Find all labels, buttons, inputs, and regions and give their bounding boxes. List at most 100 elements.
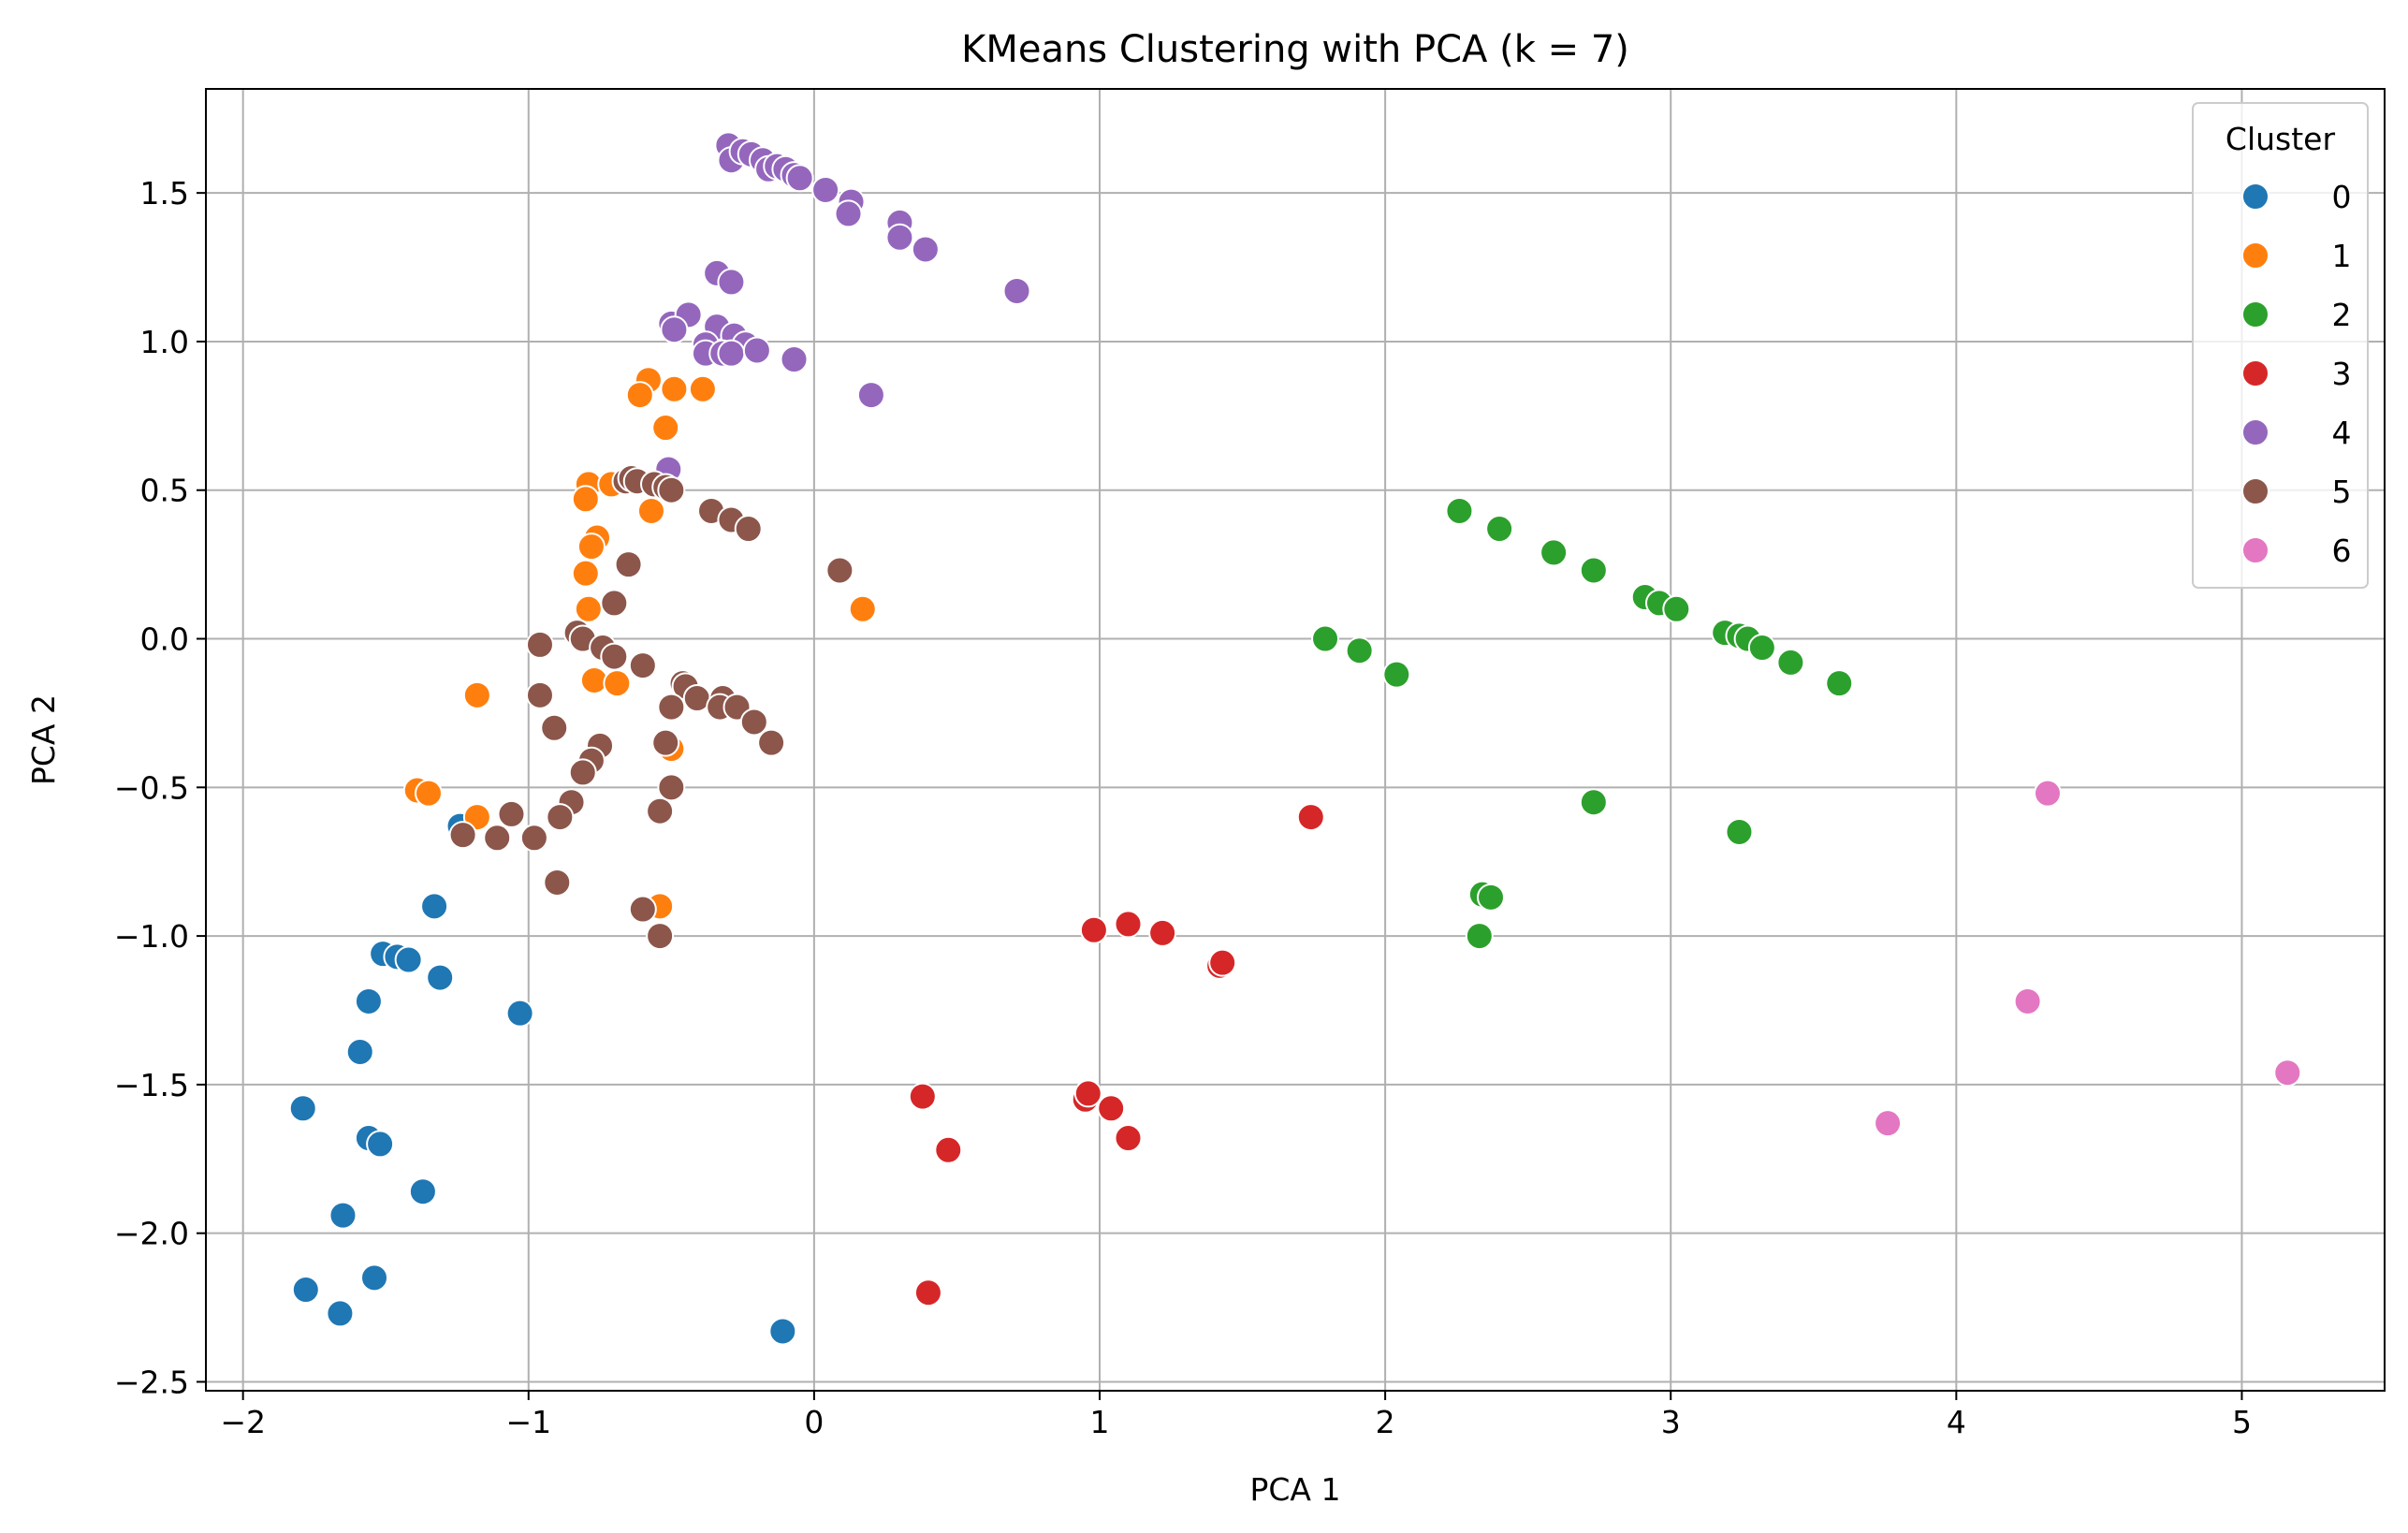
chart-title: KMeans Clustering with PCA (k = 7) [961, 28, 1629, 71]
legend-label-4: 4 [2332, 415, 2352, 451]
x-tick-label: 3 [1661, 1404, 1681, 1440]
y-tick-label: −2.0 [114, 1216, 189, 1252]
data-point-cluster-1 [625, 381, 654, 410]
data-point-cluster-5 [646, 796, 675, 825]
x-tick-label: −1 [505, 1404, 551, 1440]
data-point-cluster-2 [1485, 515, 1514, 544]
data-point-cluster-3 [913, 1278, 942, 1307]
y-tick-label: −2.5 [114, 1364, 189, 1400]
axis-ticks: −2 −1 0 1 2 3 4 5 −2.5 −2.0 −1.5 −1.0 −0.5 0.0 0.5 1.0 1… [114, 175, 2252, 1440]
data-point-cluster-6 [2273, 1058, 2302, 1088]
data-point-cluster-4 [834, 199, 863, 228]
data-point-cluster-5 [600, 589, 629, 618]
data-point-cluster-5 [497, 799, 526, 828]
data-point-cluster-1 [688, 374, 717, 403]
data-point-cluster-3 [1114, 910, 1143, 939]
legend-marker-1 [2241, 241, 2269, 270]
data-point-cluster-1 [660, 374, 689, 403]
data-point-cluster-5 [739, 708, 768, 737]
data-point-cluster-5 [519, 824, 548, 853]
data-point-cluster-4 [785, 164, 814, 193]
data-point-cluster-0 [291, 1276, 320, 1305]
data-point-cluster-1 [603, 669, 632, 698]
data-point-cluster-2 [1465, 922, 1494, 951]
data-point-cluster-1 [414, 779, 443, 808]
data-point-cluster-2 [1662, 594, 1691, 623]
data-point-cluster-5 [825, 556, 854, 585]
data-point-cluster-4 [780, 344, 809, 373]
x-tick-label: 0 [804, 1404, 824, 1440]
data-point-cluster-1 [636, 496, 665, 525]
data-point-cluster-5 [628, 895, 657, 924]
data-point-cluster-0 [360, 1263, 389, 1292]
y-tick-label: 0.0 [140, 621, 189, 658]
legend-marker-0 [2241, 182, 2269, 211]
data-point-cluster-5 [568, 758, 597, 787]
data-point-cluster-1 [571, 485, 600, 514]
data-point-cluster-5 [546, 803, 575, 832]
y-tick-label: −1.0 [114, 918, 189, 955]
data-point-cluster-5 [657, 475, 686, 504]
data-point-cluster-3 [1148, 918, 1177, 947]
legend: Cluster 0 1 2 3 4 5 6 [2192, 102, 2369, 589]
x-tick-label: 1 [1089, 1404, 1109, 1440]
data-point-cluster-5 [757, 728, 786, 757]
x-tick-label: −2 [220, 1404, 266, 1440]
data-point-cluster-5 [543, 868, 572, 897]
legend-label-2: 2 [2332, 297, 2352, 333]
y-tick-label: 1.0 [140, 324, 189, 360]
data-point-cluster-0 [768, 1317, 797, 1346]
legend-box [2192, 102, 2369, 589]
data-point-cluster-5 [657, 693, 686, 722]
legend-marker-6 [2241, 536, 2269, 564]
plot-frame [205, 88, 2386, 1392]
data-point-cluster-3 [1079, 915, 1108, 944]
data-point-cluster-5 [525, 680, 554, 709]
data-point-cluster-2 [1725, 817, 1754, 846]
legend-title: Cluster [2226, 121, 2336, 157]
data-point-cluster-5 [646, 922, 675, 951]
data-point-cluster-0 [354, 986, 383, 1015]
legend-label-3: 3 [2332, 356, 2352, 392]
data-point-cluster-0 [426, 963, 455, 992]
data-point-cluster-4 [660, 315, 689, 344]
legend-marker-2 [2241, 300, 2269, 328]
data-point-cluster-5 [600, 642, 629, 671]
data-point-cluster-4 [911, 235, 940, 264]
data-point-cluster-3 [1114, 1124, 1143, 1153]
legend-marker-4 [2241, 418, 2269, 446]
data-point-cluster-4 [717, 339, 746, 368]
data-points [288, 131, 2302, 1346]
data-point-cluster-6 [1874, 1109, 1903, 1138]
data-point-cluster-5 [483, 824, 512, 853]
y-tick-label: −1.5 [114, 1067, 189, 1103]
data-point-cluster-1 [462, 680, 491, 709]
data-point-cluster-4 [856, 381, 885, 410]
data-point-cluster-0 [328, 1201, 358, 1230]
data-point-cluster-5 [651, 728, 680, 757]
data-point-cluster-2 [1579, 788, 1608, 817]
legend-marker-5 [2241, 477, 2269, 505]
data-point-cluster-3 [908, 1082, 937, 1111]
data-point-cluster-0 [366, 1130, 395, 1159]
legend-label-0: 0 [2332, 179, 2352, 215]
x-tick-label: 5 [2232, 1404, 2252, 1440]
data-point-cluster-2 [1579, 556, 1608, 585]
legend-label-1: 1 [2332, 238, 2352, 274]
y-tick-label: 1.5 [140, 175, 189, 212]
data-point-cluster-2 [1747, 634, 1776, 663]
data-point-cluster-6 [2033, 779, 2062, 808]
data-point-cluster-1 [848, 594, 877, 623]
data-point-cluster-2 [1825, 669, 1854, 698]
data-point-cluster-0 [326, 1299, 355, 1328]
data-point-cluster-2 [1311, 624, 1340, 653]
x-axis-label: PCA 1 [1249, 1471, 1340, 1508]
data-point-cluster-5 [628, 651, 657, 680]
data-point-cluster-4 [717, 268, 746, 297]
legend-items: 0 1 2 3 4 5 6 [2241, 179, 2352, 569]
data-point-cluster-3 [1073, 1079, 1102, 1108]
data-point-cluster-2 [1345, 636, 1374, 665]
grid-lines [206, 89, 2385, 1391]
data-point-cluster-3 [1097, 1094, 1126, 1123]
